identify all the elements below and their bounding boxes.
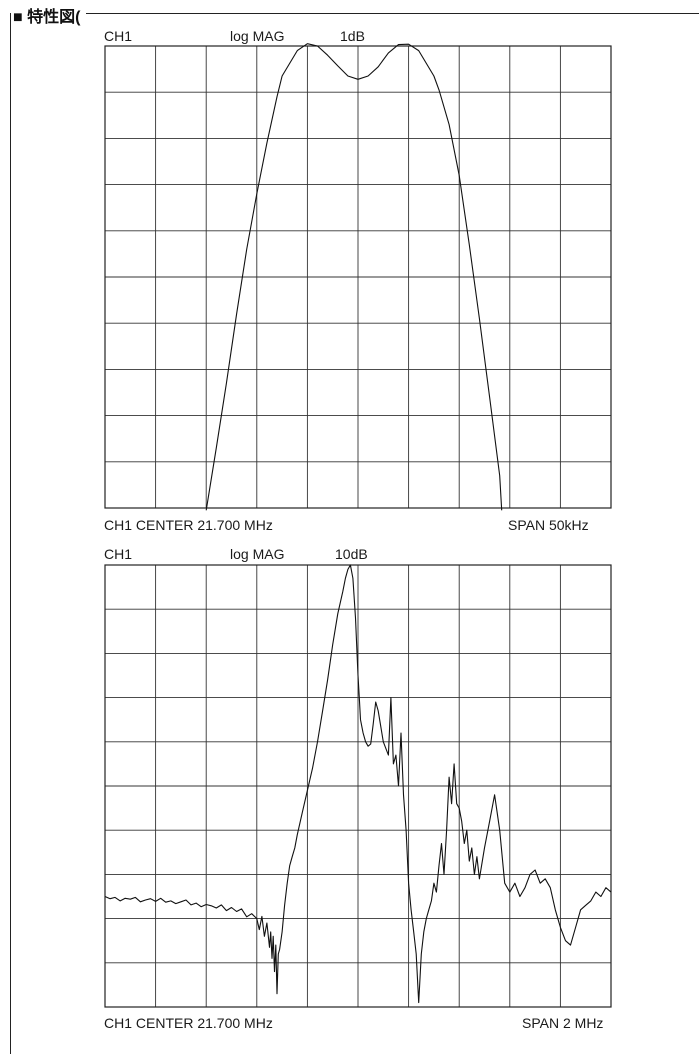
top-channel-label: CH1 [104, 28, 133, 44]
chart-bottom [104, 564, 612, 1008]
bottom-scale-label: 10dB [335, 546, 368, 562]
bottom-plot-border [104, 564, 612, 1008]
top-span-label: SPAN 50kHz [508, 517, 589, 533]
top-scale-label: 1dB [340, 28, 365, 44]
bottom-trace-0 [104, 564, 612, 1004]
top-format-label: log MAG [230, 28, 285, 44]
top-plot-border [104, 45, 612, 509]
top-trace-0 [205, 43, 503, 511]
top-center-label: CH1 CENTER 21.700 MHz [104, 517, 273, 533]
bottom-center-label: CH1 CENTER 21.700 MHz [104, 1015, 273, 1031]
bottom-channel-label: CH1 [104, 546, 133, 562]
bottom-format-label: log MAG [230, 546, 285, 562]
bottom-span-label: SPAN 2 MHz [522, 1015, 604, 1031]
chart-top [104, 43, 612, 511]
figure-heading: ■ 特性図( [11, 8, 87, 28]
heading-mask [0, 0, 699, 6]
figure-frame: ■ 特性図( [10, 8, 699, 1054]
